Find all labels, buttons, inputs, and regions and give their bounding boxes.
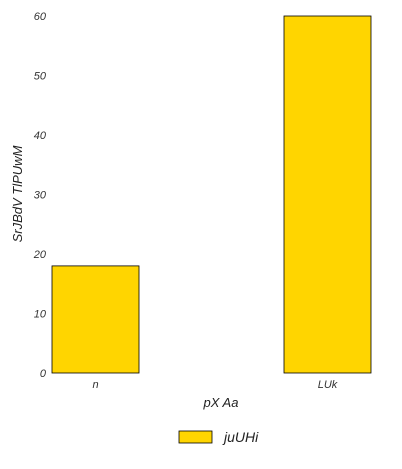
bars (51, 15, 372, 374)
legend-label: juUHi (222, 429, 259, 445)
x-axis-ticks: n LUk (92, 379, 337, 391)
x-tick-label: n (92, 379, 98, 391)
y-tick-label: 30 (34, 190, 47, 202)
x-tick-label: LUk (318, 379, 338, 391)
y-tick-label: 60 (34, 11, 47, 23)
y-tick-label: 20 (33, 249, 47, 261)
y-tick-label: 50 (34, 71, 47, 83)
y-axis-label: SrJBdV TlPUwM (10, 145, 25, 242)
y-axis-ticks: 0 10 20 30 40 50 60 (33, 11, 47, 380)
legend: juUHi (178, 429, 259, 445)
bar-LUk (283, 15, 372, 374)
legend-swatch (178, 430, 213, 444)
bar-n (51, 265, 140, 374)
y-tick-label: 40 (34, 130, 47, 142)
x-axis-label: pX Aa (203, 395, 239, 410)
y-tick-label: 0 (40, 368, 47, 380)
y-tick-label: 10 (34, 309, 47, 321)
